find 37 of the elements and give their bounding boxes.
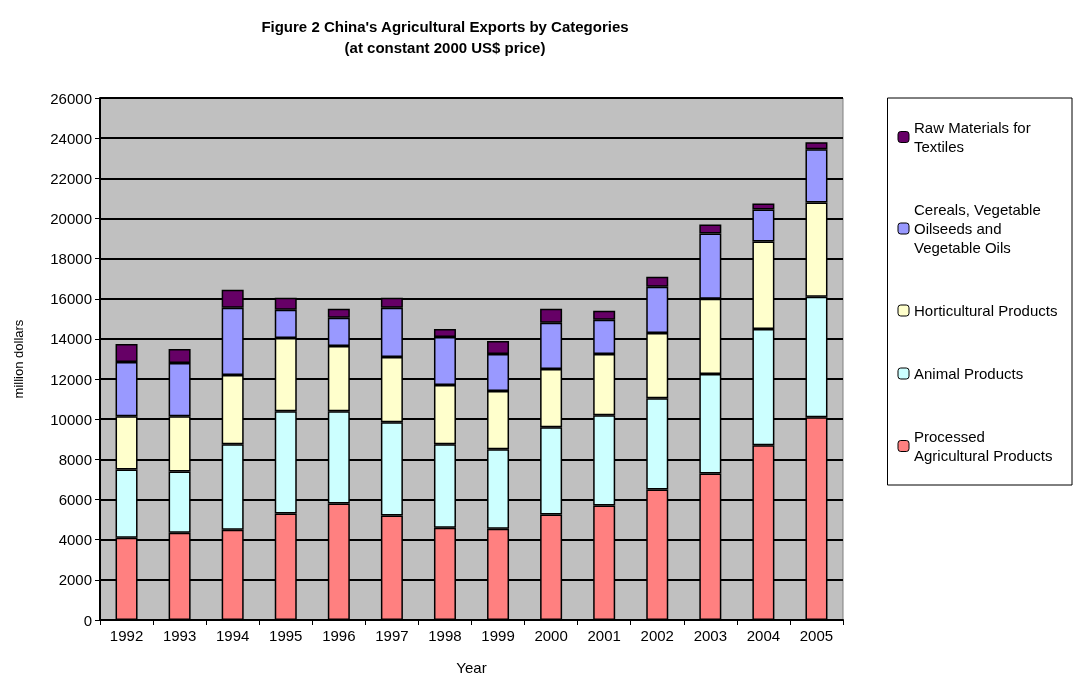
y-axis-title: million dollars (11, 319, 26, 399)
legend-label: Cereals, Vegetable Oilseeds and Vegetable Oils (914, 201, 1045, 256)
x-tick-label: 1993 (162, 627, 197, 644)
x-tick-label: 1997 (375, 627, 409, 644)
x-tick-label: 1994 (215, 627, 250, 644)
y-tick-label: 22000 (50, 169, 92, 187)
x-tick-label: 1992 (109, 627, 144, 644)
y-tick-label: 20000 (50, 209, 92, 227)
y-tick-label: 18000 (50, 250, 92, 268)
y-tick-label: 10000 (50, 410, 92, 428)
x-tick-label: 2003 (693, 627, 728, 644)
x-tick-label: 1996 (322, 627, 356, 644)
y-tick-label: 0 (83, 611, 92, 629)
legend-label: Raw Materials for Textiles (914, 119, 1035, 155)
x-tick-label: 2001 (587, 627, 621, 644)
x-tick-label: 2002 (640, 627, 674, 644)
y-tick-label: 24000 (50, 129, 92, 147)
legend-label: Animal Products (914, 365, 1024, 382)
y-tick-label: 12000 (50, 370, 92, 388)
y-tick-label: 26000 (50, 89, 92, 107)
x-tick-label: 1999 (481, 627, 515, 644)
x-tick-label: 2000 (534, 627, 568, 644)
legend-label: Horticultural Products (914, 302, 1058, 319)
y-tick-label: 8000 (58, 450, 92, 468)
x-tick-label: 2004 (746, 627, 781, 644)
chart-title: Figure 2 China's Agricultural Exports by Categories (261, 18, 629, 35)
y-tick-label: 16000 (50, 290, 92, 308)
chart-subtitle: (at constant 2000 US$ price) (344, 39, 546, 56)
y-tick-label: 6000 (58, 491, 92, 509)
x-tick-label: 2005 (799, 627, 834, 644)
x-axis-title: Year (456, 659, 487, 676)
legend-label: Processed Agricultural Products (914, 428, 1053, 464)
y-tick-label: 2000 (58, 571, 92, 589)
x-tick-label: 1998 (428, 627, 462, 644)
x-tick-label: 1995 (269, 627, 303, 644)
y-tick-label: 14000 (50, 330, 92, 348)
y-tick-label: 4000 (58, 531, 92, 549)
